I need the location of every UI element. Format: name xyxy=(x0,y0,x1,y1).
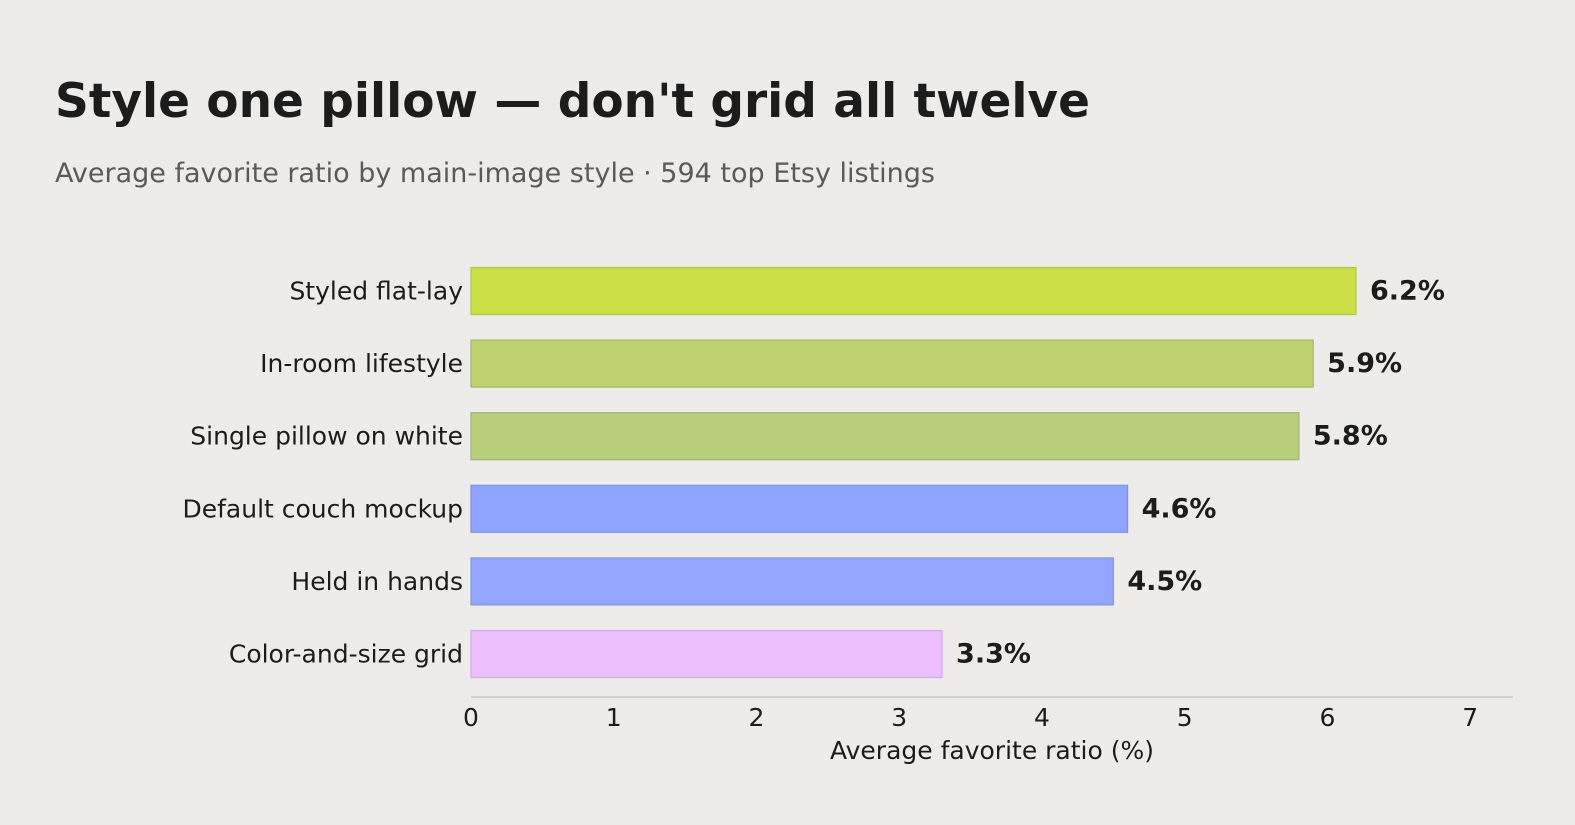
bar xyxy=(470,412,1300,461)
bars-layer: Styled flat-lay 6.2% In-room lifestyle 5.9%… xyxy=(182,266,1445,679)
x-tick-label: 3 xyxy=(891,703,907,732)
category-label: Single pillow on white xyxy=(190,422,463,451)
x-axis-title: Average favorite ratio (%) xyxy=(830,736,1154,765)
x-tick-label: 4 xyxy=(1034,703,1050,732)
bar xyxy=(470,484,1129,533)
value-label: 4.6% xyxy=(1142,493,1217,524)
category-label: Color-and-size grid xyxy=(229,640,463,669)
bar xyxy=(470,266,1357,316)
value-label: 5.8% xyxy=(1313,421,1388,452)
category-label: Styled flat-lay xyxy=(289,277,463,306)
x-tick-label: 0 xyxy=(463,703,479,732)
bar xyxy=(470,339,1314,388)
bar xyxy=(470,557,1114,606)
x-ticks: 0 1 2 3 4 5 6 7 xyxy=(463,703,1478,732)
chart-title: Style one pillow — don't grid all twelve xyxy=(55,74,1090,129)
x-tick-label: 7 xyxy=(1462,703,1478,732)
category-label: In-room lifestyle xyxy=(260,349,463,378)
value-label: 3.3% xyxy=(956,639,1031,670)
value-label: 5.9% xyxy=(1327,348,1402,379)
x-tick-label: 6 xyxy=(1319,703,1335,732)
chart-subtitle: Average favorite ratio by main-image sty… xyxy=(55,158,935,189)
bar xyxy=(470,629,943,679)
x-tick-label: 5 xyxy=(1177,703,1193,732)
x-tick-label: 1 xyxy=(606,703,622,732)
value-label: 6.2% xyxy=(1370,276,1445,307)
category-label: Held in hands xyxy=(291,567,463,596)
value-label: 4.5% xyxy=(1127,566,1202,597)
category-label: Default couch mockup xyxy=(182,494,463,523)
x-tick-label: 2 xyxy=(749,703,765,732)
